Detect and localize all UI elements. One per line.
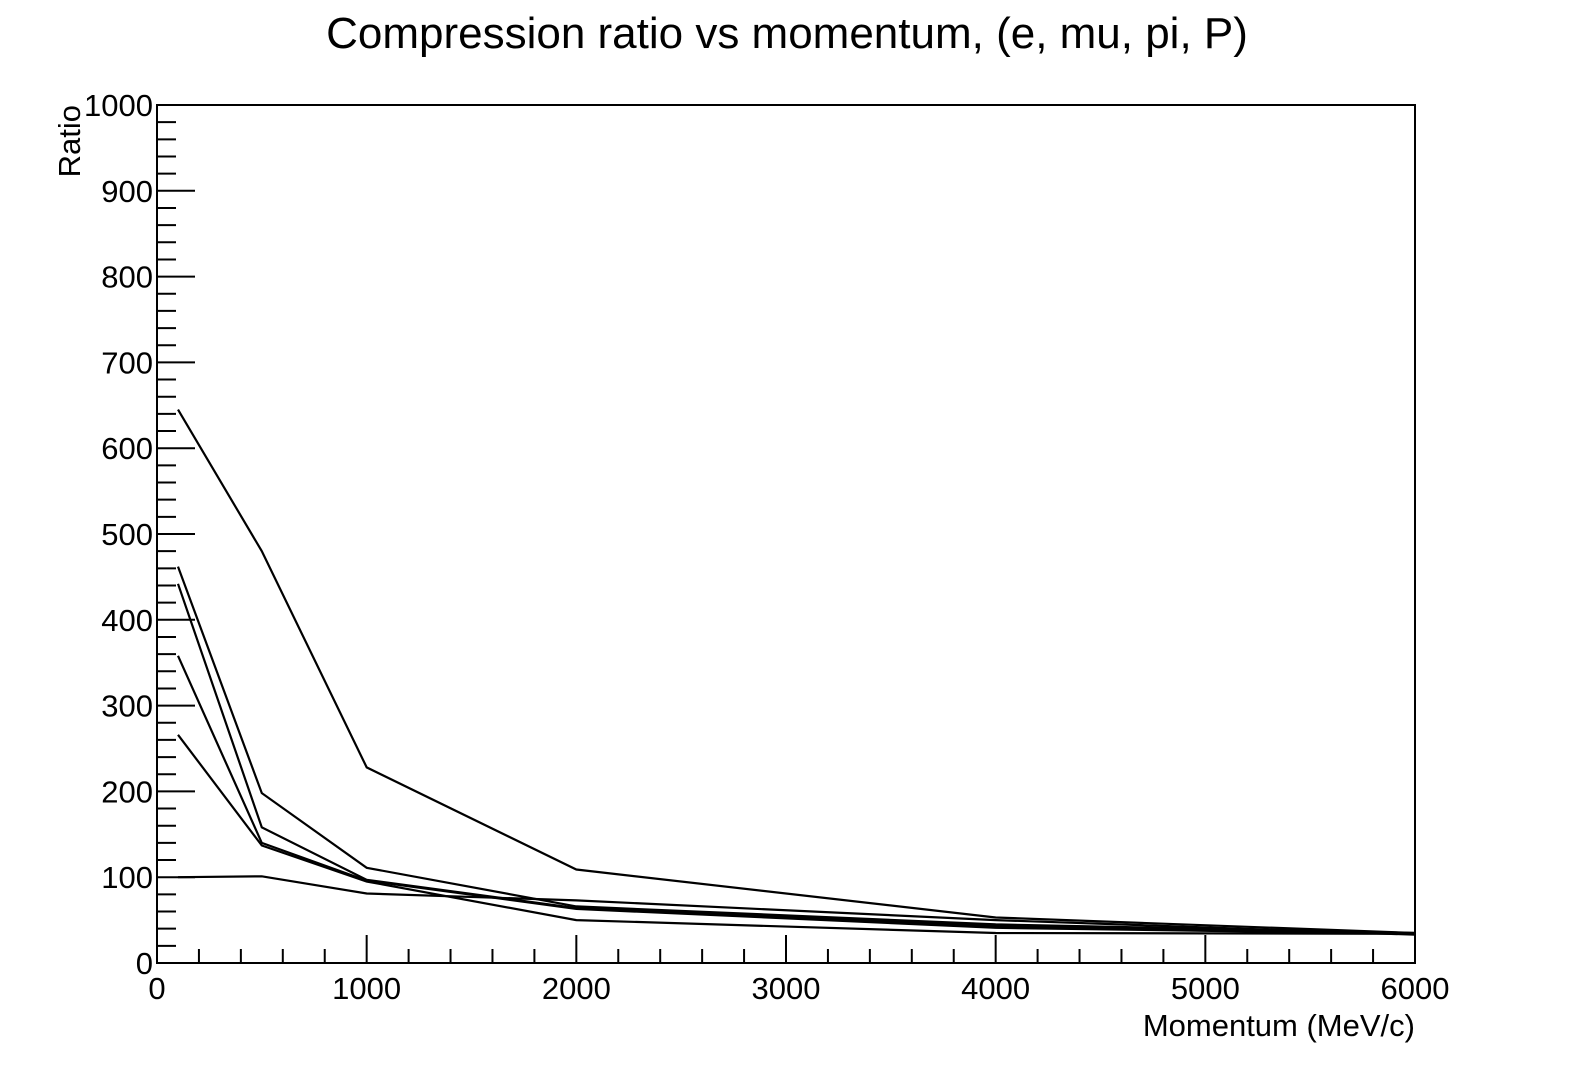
- y-tick-label: 1000: [84, 88, 153, 123]
- series-line-4: [176, 655, 1416, 935]
- y-axis-tick-labels: 0 100 200 300 400 500 600 700 800 900 1000: [84, 88, 153, 981]
- y-tick-label: 100: [101, 860, 153, 895]
- x-tick-label: 5000: [1171, 971, 1240, 1006]
- x-axis-ticks: [156, 935, 1416, 963]
- y-tick-label: 300: [101, 689, 153, 724]
- y-tick-label: 200: [101, 774, 153, 809]
- y-axis-label: Ratio: [52, 105, 87, 177]
- y-tick-label: 600: [101, 431, 153, 466]
- series-line-6: [177, 875, 1416, 936]
- x-tick-label: 6000: [1381, 971, 1450, 1006]
- y-tick-label: 0: [136, 946, 153, 981]
- y-axis-ticks: [157, 104, 195, 964]
- y-tick-label: 700: [101, 345, 153, 380]
- x-tick-label: 2000: [542, 971, 611, 1006]
- x-tick-label: 0: [148, 971, 165, 1006]
- y-tick-label: 900: [101, 174, 153, 209]
- y-tick-label: 500: [101, 517, 153, 552]
- plot-frame: [156, 104, 1416, 964]
- x-tick-label: 1000: [332, 971, 401, 1006]
- series-line-5: [177, 734, 1416, 935]
- series-lines: [176, 409, 1416, 936]
- x-axis-label: Momentum (MeV/c): [1143, 1008, 1415, 1043]
- x-tick-label: 3000: [752, 971, 821, 1006]
- series-line-1: [177, 409, 1416, 935]
- x-axis-tick-labels: 0 1000 2000 3000 4000 5000 6000: [148, 971, 1449, 1006]
- chart-title: Compression ratio vs momentum, (e, mu, p…: [326, 9, 1248, 58]
- series-line-2: [176, 566, 1416, 935]
- y-tick-label: 800: [101, 260, 153, 295]
- y-tick-label: 400: [101, 603, 153, 638]
- x-tick-label: 4000: [961, 971, 1030, 1006]
